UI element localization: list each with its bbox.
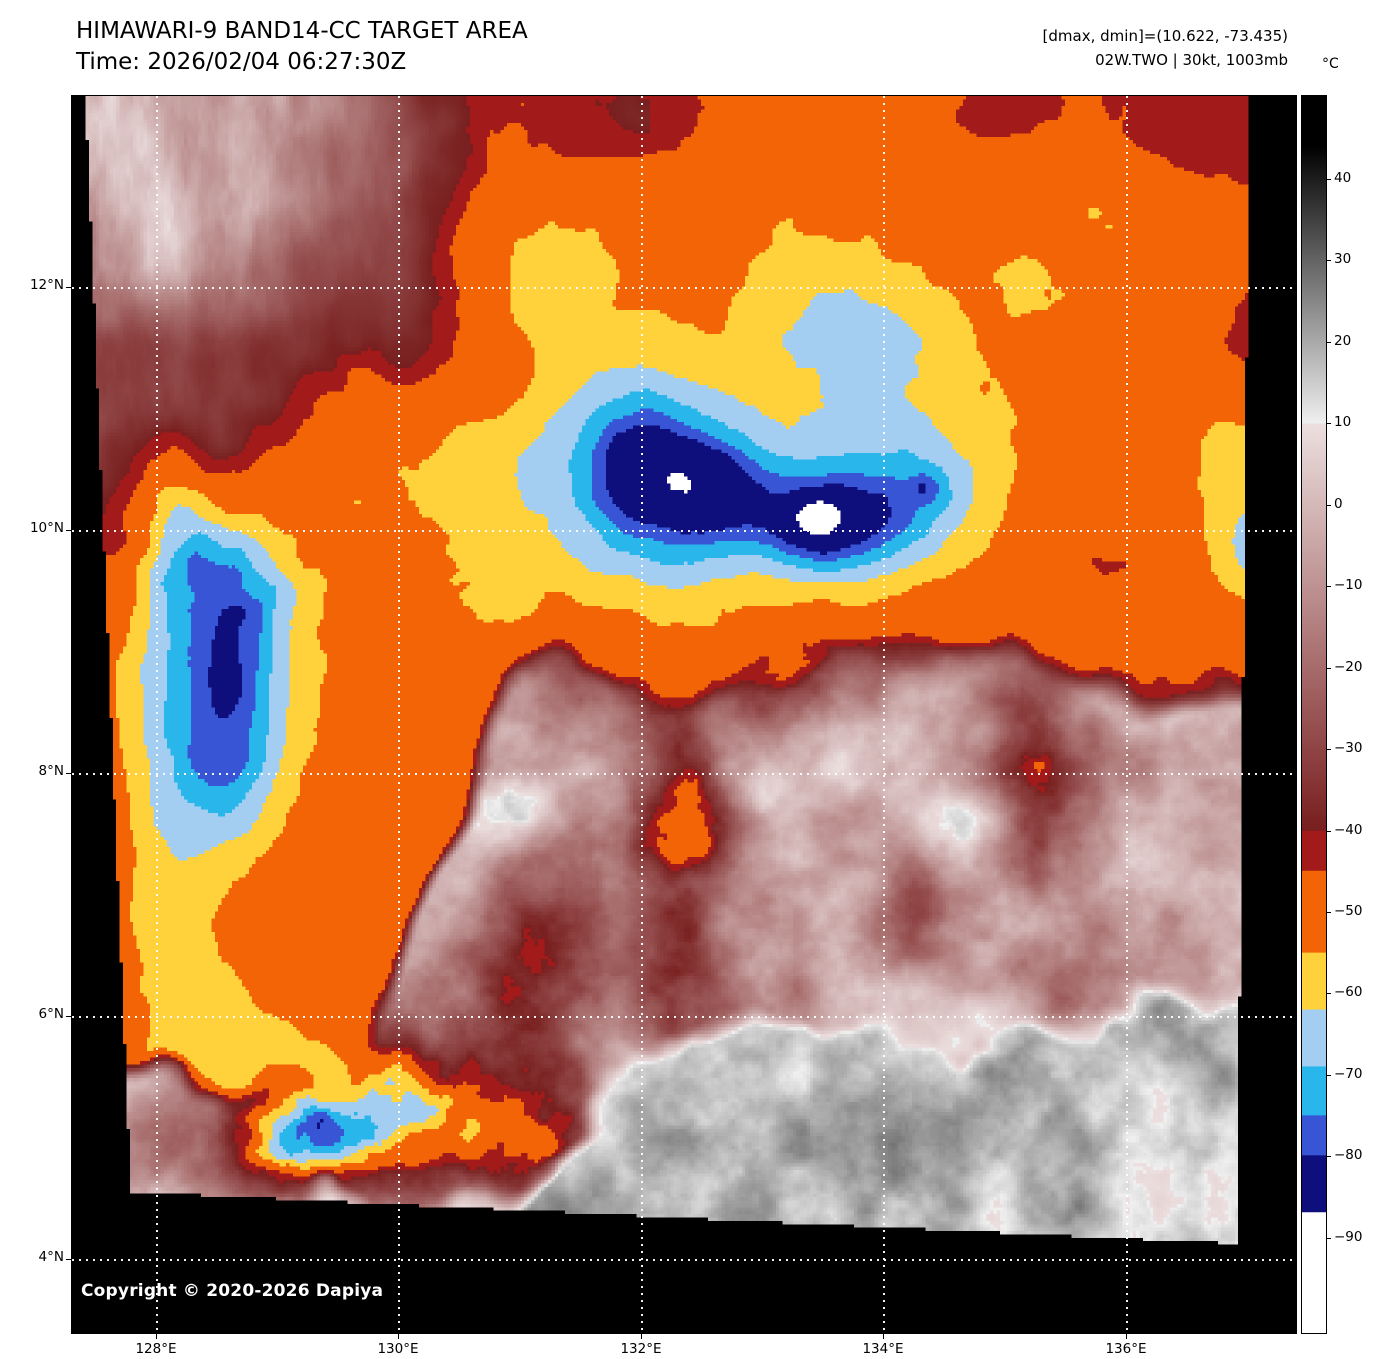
- lon-tick-mark: [398, 1334, 399, 1339]
- colorbar-tick-mark: [1327, 749, 1331, 750]
- colorbar-tick-mark: [1327, 831, 1331, 832]
- figure-timestamp: Time: 2026/02/04 06:27:30Z: [76, 49, 407, 75]
- lat-tick-label-8: 8°N: [38, 763, 64, 779]
- lon-tick-mark: [641, 1334, 642, 1339]
- colorbar-tick-label-20: 20: [1334, 333, 1352, 349]
- colorbar-tick-mark: [1327, 1156, 1331, 1157]
- colorbar-tick-label--70: −70: [1334, 1066, 1363, 1082]
- lon-tick-label-132: 132°E: [620, 1341, 662, 1357]
- colorbar-tick-mark: [1327, 668, 1331, 669]
- colorbar-gradient: [1302, 96, 1326, 1333]
- satellite-ir-image: [72, 96, 1296, 1333]
- lon-tick-mark: [883, 1334, 884, 1339]
- copyright-text: Copyright © 2020-2026 Dapiya: [81, 1281, 384, 1301]
- satellite-map-plot: Copyright © 2020-2026 Dapiya: [71, 95, 1297, 1334]
- lat-tick-label-10: 10°N: [29, 520, 64, 536]
- colorbar-tick-label--90: −90: [1334, 1229, 1363, 1245]
- colorbar-unit-label: °C: [1322, 56, 1339, 72]
- figure-title: HIMAWARI-9 BAND14-CC TARGET AREA: [76, 18, 528, 44]
- colorbar-tick-label--20: −20: [1334, 659, 1363, 675]
- lat-tick-mark: [66, 1016, 71, 1017]
- lat-tick-mark: [66, 287, 71, 288]
- colorbar-tick-mark: [1327, 179, 1331, 180]
- lat-tick-label-12: 12°N: [29, 277, 64, 293]
- lon-tick-label-136: 136°E: [1105, 1341, 1147, 1357]
- lon-tick-label-128: 128°E: [135, 1341, 177, 1357]
- colorbar-tick-label--50: −50: [1334, 903, 1363, 919]
- lon-tick-mark: [1126, 1334, 1127, 1339]
- lon-tick-label-134: 134°E: [862, 1341, 904, 1357]
- colorbar-tick-mark: [1327, 260, 1331, 261]
- lat-tick-mark: [66, 773, 71, 774]
- colorbar-tick-mark: [1327, 505, 1331, 506]
- colorbar-tick-mark: [1327, 1238, 1331, 1239]
- colorbar-tick-mark: [1327, 912, 1331, 913]
- colorbar-tick-mark: [1327, 1075, 1331, 1076]
- colorbar-tick-mark: [1327, 586, 1331, 587]
- colorbar-tick-label-0: 0: [1334, 496, 1343, 512]
- colorbar-tick-label--30: −30: [1334, 740, 1363, 756]
- colorbar-tick-label--80: −80: [1334, 1147, 1363, 1163]
- colorbar-tick-label--10: −10: [1334, 577, 1363, 593]
- title-block: HIMAWARI-9 BAND14-CC TARGET AREA Time: 2…: [76, 16, 528, 78]
- colorbar-tick-label--60: −60: [1334, 984, 1363, 1000]
- dmax-dmin-annotation: [dmax, dmin]=(10.622, -73.435): [1042, 27, 1288, 45]
- colorbar-tick-label-30: 30: [1334, 251, 1352, 267]
- lat-tick-mark: [66, 1259, 71, 1260]
- lat-tick-label-4: 4°N: [38, 1249, 64, 1265]
- lon-tick-mark: [156, 1334, 157, 1339]
- lat-tick-mark: [66, 530, 71, 531]
- annotation-block: [dmax, dmin]=(10.622, -73.435) 02W.TWO |…: [1043, 24, 1288, 72]
- colorbar-tick-mark: [1327, 342, 1331, 343]
- colorbar-tick-label--40: −40: [1334, 822, 1363, 838]
- colorbar-tick-label-40: 40: [1334, 170, 1352, 186]
- temperature-colorbar: [1301, 95, 1327, 1334]
- colorbar-tick-mark: [1327, 993, 1331, 994]
- colorbar-tick-mark: [1327, 423, 1331, 424]
- colorbar-tick-label-10: 10: [1334, 414, 1352, 430]
- lon-tick-label-130: 130°E: [377, 1341, 419, 1357]
- storm-info-annotation: 02W.TWO | 30kt, 1003mb: [1095, 51, 1288, 69]
- lat-tick-label-6: 6°N: [38, 1006, 64, 1022]
